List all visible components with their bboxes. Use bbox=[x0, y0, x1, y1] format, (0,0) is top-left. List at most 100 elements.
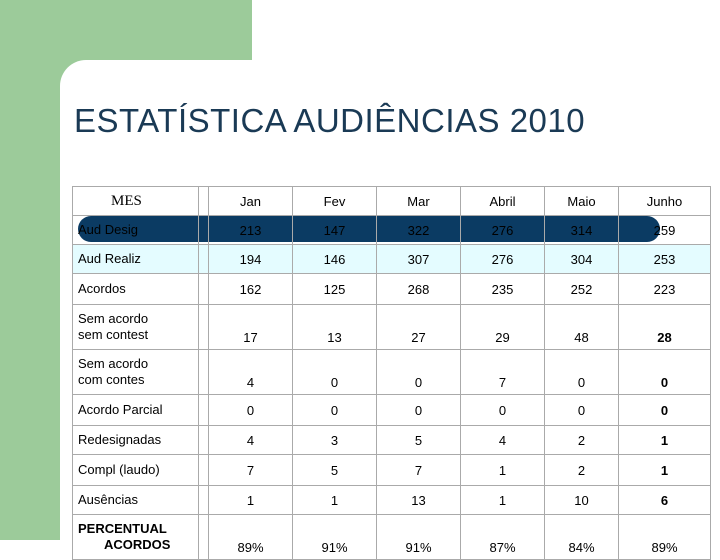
cell-value: 322 bbox=[376, 215, 461, 245]
cell-value: 13 bbox=[376, 485, 461, 515]
cell-value: 1 bbox=[208, 485, 293, 515]
cell-value: 0 bbox=[460, 394, 545, 426]
cell-value: 253 bbox=[618, 244, 711, 274]
table-row: Acordos 162 125 268 235 252 223 bbox=[72, 273, 711, 305]
row-label: Acordos bbox=[72, 273, 199, 305]
cell-value: 3 bbox=[292, 425, 377, 455]
row-label-line: PERCENTUAL bbox=[78, 521, 167, 536]
cell-value: 2 bbox=[544, 425, 619, 455]
table-row-percentual: PERCENTUAL ACORDOS 89% 91% 91% 87% 84% 8… bbox=[72, 514, 711, 560]
cell-value: 6 bbox=[618, 485, 711, 515]
page-title: ESTATÍSTICA AUDIÊNCIAS 2010 bbox=[74, 102, 586, 139]
header-month: Mar bbox=[376, 186, 461, 216]
row-label: Acordo Parcial bbox=[72, 394, 199, 426]
header-month: Maio bbox=[544, 186, 619, 216]
cell-value: 4 bbox=[208, 349, 293, 395]
row-label-line: ACORDOS bbox=[104, 537, 171, 552]
cell-value: 87% bbox=[460, 514, 545, 560]
cell-value: 307 bbox=[376, 244, 461, 274]
spacer-cell bbox=[198, 244, 209, 274]
row-label: Redesignadas bbox=[72, 425, 199, 455]
cell-value: 29 bbox=[460, 304, 545, 350]
header-label: MES bbox=[72, 186, 199, 216]
cell-value: 91% bbox=[376, 514, 461, 560]
cell-value: 252 bbox=[544, 273, 619, 305]
cell-value: 147 bbox=[292, 215, 377, 245]
spacer-cell bbox=[198, 425, 209, 455]
cell-value: 0 bbox=[292, 349, 377, 395]
table-row: Aud Realiz 194 146 307 276 304 253 bbox=[72, 244, 711, 274]
spacer-cell bbox=[198, 454, 209, 486]
cell-value: 259 bbox=[618, 215, 711, 245]
cell-value: 17 bbox=[208, 304, 293, 350]
cell-value: 0 bbox=[618, 394, 711, 426]
header-month: Jan bbox=[208, 186, 293, 216]
cell-value: 0 bbox=[544, 394, 619, 426]
cell-value: 276 bbox=[460, 215, 545, 245]
cell-value: 4 bbox=[460, 425, 545, 455]
cell-value: 125 bbox=[292, 273, 377, 305]
table-row: Aud Desig 213 147 322 276 314 259 bbox=[72, 215, 711, 245]
cell-value: 27 bbox=[376, 304, 461, 350]
cell-value: 7 bbox=[376, 454, 461, 486]
cell-value: 5 bbox=[376, 425, 461, 455]
cell-value: 91% bbox=[292, 514, 377, 560]
cell-value: 223 bbox=[618, 273, 711, 305]
row-label-line: sem contest bbox=[78, 327, 149, 342]
cell-value: 235 bbox=[460, 273, 545, 305]
cell-value: 276 bbox=[460, 244, 545, 274]
row-label: Compl (laudo) bbox=[72, 454, 199, 486]
table-row: Redesignadas 4 3 5 4 2 1 bbox=[72, 425, 711, 455]
cell-value: 48 bbox=[544, 304, 619, 350]
row-label-line: Sem acordo bbox=[78, 356, 149, 371]
row-label: Ausências bbox=[72, 485, 199, 515]
cell-value: 213 bbox=[208, 215, 293, 245]
cell-value: 0 bbox=[208, 394, 293, 426]
header-month: Junho bbox=[618, 186, 711, 216]
spacer-cell bbox=[198, 186, 209, 216]
table-row: Sem acordo sem contest 17 13 27 29 48 28 bbox=[72, 304, 711, 350]
table-row: Sem acordo com contes 4 0 0 7 0 0 bbox=[72, 349, 711, 395]
cell-value: 28 bbox=[618, 304, 711, 350]
cell-value: 1 bbox=[618, 425, 711, 455]
spacer-cell bbox=[198, 273, 209, 305]
cell-value: 1 bbox=[292, 485, 377, 515]
statistics-table: MES Jan Fev Mar Abril Maio Junho Aud Des… bbox=[72, 186, 711, 560]
row-label: Aud Desig bbox=[72, 215, 199, 245]
cell-value: 314 bbox=[544, 215, 619, 245]
cell-value: 194 bbox=[208, 244, 293, 274]
cell-value: 7 bbox=[460, 349, 545, 395]
cell-value: 1 bbox=[460, 454, 545, 486]
spacer-cell bbox=[198, 514, 209, 560]
cell-value: 89% bbox=[208, 514, 293, 560]
row-label-multiline: Sem acordo com contes bbox=[72, 349, 199, 395]
cell-value: 162 bbox=[208, 273, 293, 305]
spacer-cell bbox=[198, 215, 209, 245]
cell-value: 0 bbox=[376, 349, 461, 395]
cell-value: 146 bbox=[292, 244, 377, 274]
cell-value: 304 bbox=[544, 244, 619, 274]
header-month: Fev bbox=[292, 186, 377, 216]
header-month: Abril bbox=[460, 186, 545, 216]
cell-value: 0 bbox=[544, 349, 619, 395]
cell-value: 268 bbox=[376, 273, 461, 305]
cell-value: 13 bbox=[292, 304, 377, 350]
cell-value: 0 bbox=[376, 394, 461, 426]
spacer-cell bbox=[198, 304, 209, 350]
spacer-cell bbox=[198, 485, 209, 515]
row-label-multiline: Sem acordo sem contest bbox=[72, 304, 199, 350]
cell-value: 0 bbox=[292, 394, 377, 426]
cell-value: 89% bbox=[618, 514, 711, 560]
spacer-cell bbox=[198, 349, 209, 395]
cell-value: 2 bbox=[544, 454, 619, 486]
row-label: Aud Realiz bbox=[72, 244, 199, 274]
cell-value: 7 bbox=[208, 454, 293, 486]
spacer-cell bbox=[198, 394, 209, 426]
row-label-multiline: PERCENTUAL ACORDOS bbox=[72, 514, 199, 560]
table-row: Ausências 1 1 13 1 10 6 bbox=[72, 485, 711, 515]
cell-value: 1 bbox=[618, 454, 711, 486]
cell-value: 4 bbox=[208, 425, 293, 455]
row-label-line: com contes bbox=[78, 372, 145, 387]
table-row: Compl (laudo) 7 5 7 1 2 1 bbox=[72, 454, 711, 486]
table-row: Acordo Parcial 0 0 0 0 0 0 bbox=[72, 394, 711, 426]
